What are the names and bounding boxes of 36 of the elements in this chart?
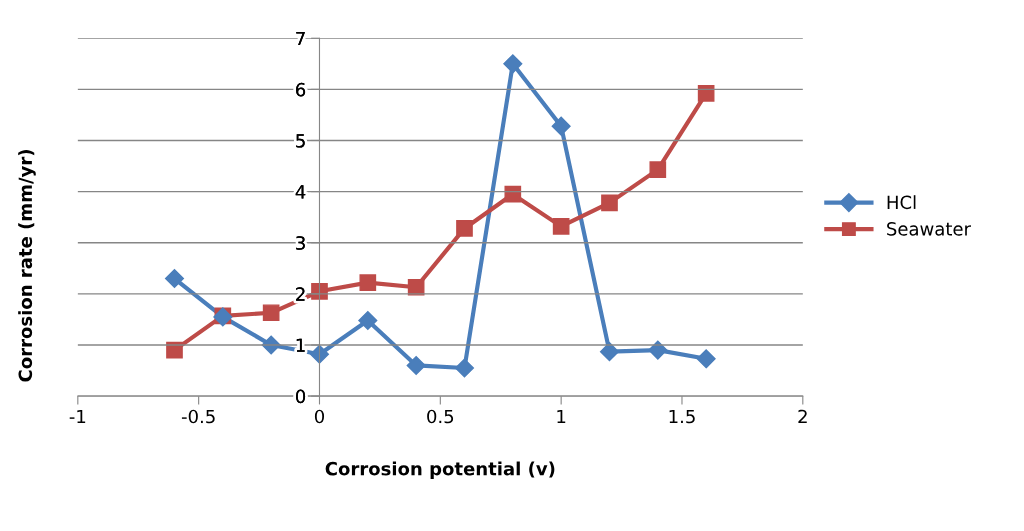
point: [309, 344, 330, 364]
legend-label: Seawater: [887, 222, 971, 236]
y-tick-label: 3: [296, 236, 305, 250]
y-axis-title: Corrosion rate (mm/yr): [18, 150, 36, 382]
point: [456, 220, 473, 237]
point: [406, 355, 426, 375]
x-axis-title: Corrosion potential (v): [325, 461, 555, 479]
x-tick-label: 2: [798, 409, 807, 424]
y-tick-label: 6: [296, 82, 306, 97]
x-tick-label: 1.5: [669, 409, 695, 424]
legend-label: HCl: [887, 195, 916, 210]
y-tick-label: 1: [296, 338, 305, 352]
x-tick-label: -1: [69, 409, 86, 424]
x-tick-label: 0: [314, 409, 325, 424]
point: [551, 116, 571, 136]
point: [262, 304, 280, 322]
point: [649, 161, 667, 178]
point: [503, 54, 523, 74]
y-tick-label: 0: [296, 389, 306, 404]
point: [164, 268, 185, 289]
point: [696, 349, 716, 369]
x-tick-label: 1: [557, 409, 566, 424]
y-tick-label: 5: [296, 134, 305, 148]
point: [358, 310, 378, 330]
y-tick-label: 2: [296, 287, 305, 301]
y-tick-label: 7: [296, 31, 305, 46]
point: [601, 194, 618, 212]
point: [648, 340, 668, 360]
y-tick-label: 4: [295, 185, 306, 199]
point: [454, 358, 475, 378]
point: [552, 218, 570, 235]
point: [504, 185, 522, 203]
point: [359, 274, 377, 291]
x-tick-label: -0.5: [181, 409, 215, 424]
x-tick-label: 0.5: [427, 409, 454, 424]
point: [697, 85, 715, 102]
